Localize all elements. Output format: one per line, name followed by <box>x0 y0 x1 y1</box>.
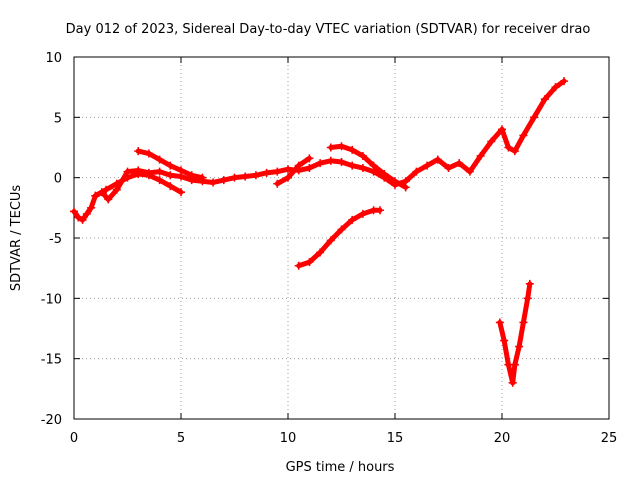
data-trace <box>512 132 526 154</box>
y-tick-label: 5 <box>54 111 62 126</box>
data-trace <box>520 114 537 138</box>
data-series-2 <box>134 147 207 182</box>
x-tick-labels: 0 5 10 15 20 25 <box>70 431 617 446</box>
x-tick-label: 0 <box>70 431 78 446</box>
x-axis-label: GPS time / hours <box>286 460 395 475</box>
data-trace <box>525 281 533 301</box>
axis-ticks <box>73 56 610 420</box>
x-tick-label: 10 <box>280 431 297 446</box>
x-tick-label: 20 <box>494 431 511 446</box>
data-trace <box>392 178 409 190</box>
y-tick-label: -20 <box>41 413 62 428</box>
y-tick-label: -15 <box>41 353 62 368</box>
data-trace <box>516 319 526 350</box>
data-series-5 <box>326 142 410 192</box>
x-tick-label: 15 <box>387 431 404 446</box>
chart-title: Day 012 of 2023, Sidereal Day-to-day VTE… <box>66 22 591 37</box>
y-tick-label: 10 <box>45 51 62 66</box>
grid <box>74 57 609 419</box>
data-trace <box>553 78 567 90</box>
data-trace <box>520 295 531 325</box>
y-tick-labels: -20 -15 -10 -5 0 5 10 <box>41 51 62 428</box>
data-trace <box>478 138 494 159</box>
data-trace <box>501 338 511 368</box>
data-trace <box>499 126 511 150</box>
y-axis-label: SDTVAR / TECUs <box>9 185 24 292</box>
data-trace <box>189 172 205 181</box>
data-trace <box>467 153 484 175</box>
data-trace <box>285 163 302 181</box>
y-tick-label: -5 <box>49 232 62 247</box>
y-tick-label: -10 <box>41 292 62 307</box>
data-trace <box>510 362 518 386</box>
y-tick-label: 0 <box>54 172 62 187</box>
data-trace <box>328 227 344 243</box>
data-trace <box>531 96 548 120</box>
data-trace <box>497 319 507 344</box>
x-tick-label: 5 <box>177 431 185 446</box>
data-trace <box>512 344 522 368</box>
data-series-6 <box>294 206 385 270</box>
data-trace <box>317 237 334 255</box>
series-layer <box>70 77 569 387</box>
data-trace <box>296 155 312 169</box>
data-series-7 <box>495 279 534 387</box>
data-series-4 <box>273 154 314 188</box>
data-series-3 <box>91 170 185 200</box>
data-trace <box>167 183 184 195</box>
data-trace <box>542 84 558 102</box>
x-tick-label: 25 <box>601 431 618 446</box>
